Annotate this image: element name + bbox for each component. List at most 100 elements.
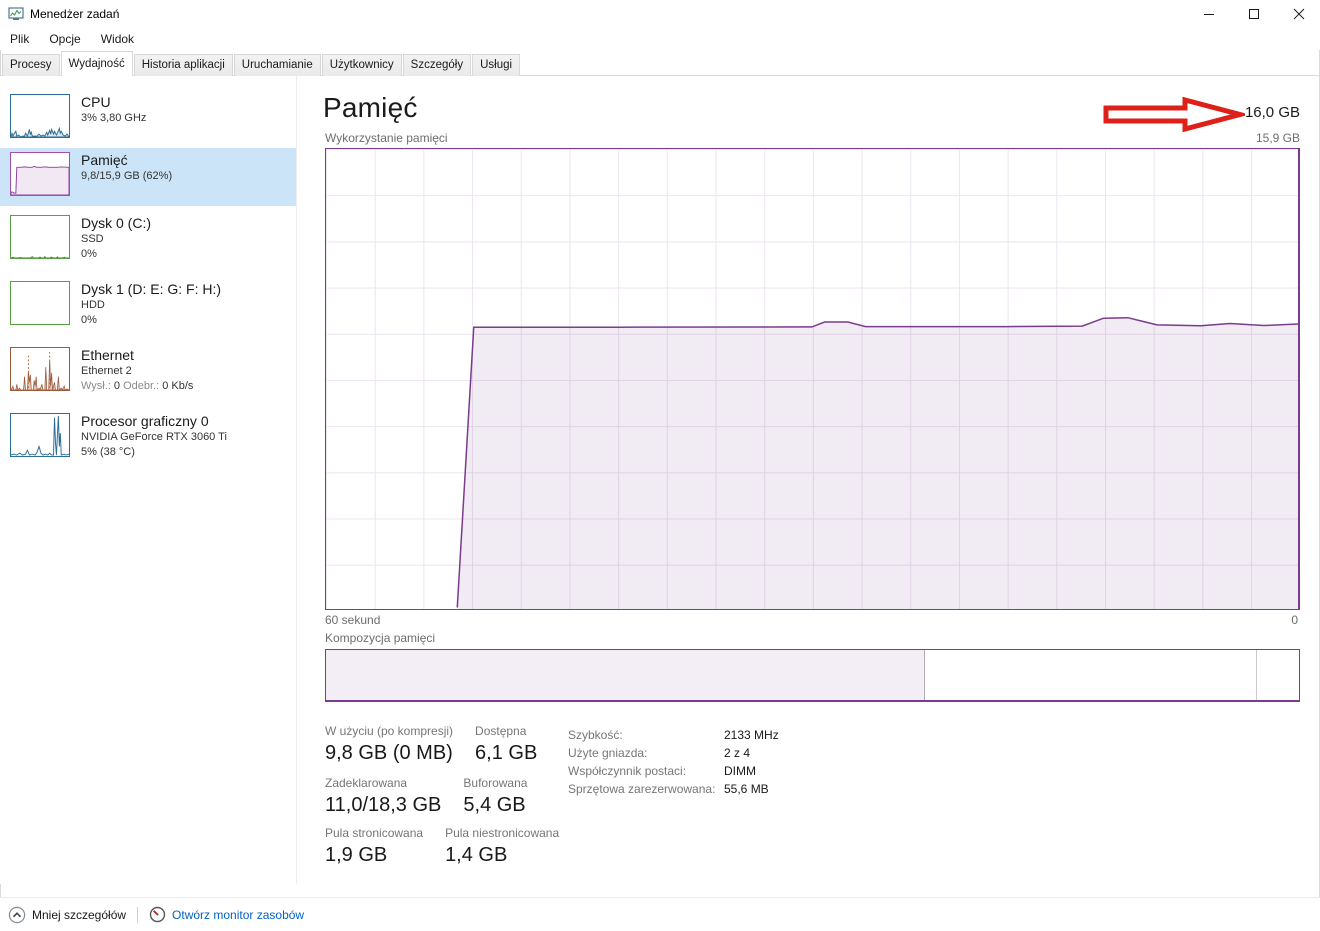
x-axis-left-label: 60 sekund — [325, 613, 381, 627]
sidebar-item-disk1[interactable]: Dysk 1 (D: E: G: F: H:) HDD 0% — [0, 277, 296, 337]
cpu-mini-chart — [10, 94, 70, 138]
memory-stats-row: W użyciu (po kompresji) 9,8 GB (0 MB) Do… — [325, 724, 537, 766]
less-details-button[interactable]: Mniej szczegółów — [8, 906, 126, 924]
maximize-icon — [1249, 9, 1259, 19]
stat-paged-pool-value: 1,9 GB — [325, 844, 388, 866]
disk0-mini-chart — [10, 215, 70, 259]
menu-plik[interactable]: Plik — [10, 32, 30, 46]
menu-widok[interactable]: Widok — [100, 32, 135, 46]
info-slots-value: 2 z 4 — [724, 746, 751, 760]
open-resource-monitor-label[interactable]: Otwórz monitor zasobów — [172, 907, 305, 922]
sidebar-memory-title: Pamięć — [81, 152, 128, 168]
red-arrow-annotation — [1103, 96, 1245, 133]
memory-usage-chart — [325, 148, 1300, 610]
tab-procesy[interactable]: Procesy — [2, 54, 60, 76]
sidebar-cpu-title: CPU — [81, 94, 111, 110]
sidebar-disk0-title: Dysk 0 (C:) — [81, 215, 151, 231]
chevron-up-circle-icon — [8, 906, 26, 923]
sidebar-gpu-stats: 5% (38 °C) — [81, 446, 135, 458]
open-resource-monitor-button[interactable]: Otwórz monitor zasobów — [149, 906, 304, 923]
minimize-button[interactable] — [1194, 0, 1224, 28]
sidebar-item-disk0[interactable]: Dysk 0 (C:) SSD 0% — [0, 211, 296, 271]
tab-uslugi[interactable]: Usługi — [472, 54, 521, 76]
x-axis-right-label: 0 — [1291, 613, 1298, 627]
stat-cached-value: 5,4 GB — [463, 794, 526, 816]
maximize-button[interactable] — [1239, 0, 1269, 28]
close-button[interactable] — [1284, 0, 1314, 28]
memory-usage-area — [456, 316, 1298, 609]
close-icon — [1293, 8, 1305, 20]
footer-divider — [137, 906, 139, 923]
tab-historia-aplikacji[interactable]: Historia aplikacji — [133, 54, 233, 76]
memory-stats-row: Pula stronicowana 1,9 GB Pula niestronic… — [325, 826, 559, 868]
ethernet-mini-chart — [10, 347, 70, 391]
chart-max-label: 15,9 GB — [1255, 131, 1300, 145]
sidebar-disk1-type: HDD — [81, 299, 105, 311]
sidebar-cpu-stats: 3% 3,80 GHz — [81, 112, 147, 124]
tab-uzytkownicy[interactable]: Użytkownicy — [321, 54, 402, 76]
info-speed-label: Szybkość: — [568, 728, 623, 742]
window-title: Menedżer zadań — [30, 7, 120, 21]
composition-segment-in-use — [326, 650, 926, 700]
info-hw-reserved-label: Sprzętowa zarezerwowana: — [568, 782, 716, 796]
sidebar-disk0-usage: 0% — [81, 248, 97, 260]
sidebar-disk0-type: SSD — [81, 233, 104, 245]
menu-bar: Plik Opcje Widok — [0, 28, 1320, 50]
composition-segment-standby — [925, 650, 1258, 700]
sidebar-memory-stats: 9,8/15,9 GB (62%) — [81, 170, 173, 182]
gpu-mini-chart — [10, 413, 70, 457]
task-manager-app-icon — [8, 7, 24, 20]
stat-nonpaged-pool-value: 1,4 GB — [445, 844, 508, 866]
composition-segment-free — [1257, 650, 1299, 700]
info-slots-label: Użyte gniazda: — [568, 746, 648, 760]
sidebar-disk1-title: Dysk 1 (D: E: G: F: H:) — [81, 281, 222, 297]
footer-bar: Mniej szczegółów Otwórz monitor zasobów — [0, 897, 1320, 931]
ethernet-recv-label: Odebr.: — [123, 380, 160, 392]
title-bar: Menedżer zadań — [0, 0, 1320, 28]
tab-szczegoly[interactable]: Szczegóły — [402, 54, 472, 76]
menu-opcje[interactable]: Opcje — [49, 32, 81, 46]
sidebar-item-cpu[interactable]: CPU 3% 3,80 GHz — [0, 90, 296, 150]
performance-sidebar: CPU 3% 3,80 GHz Pamięć 9,8/15,9 GB (62%) — [0, 76, 297, 884]
tab-uruchamianie[interactable]: Uruchamianie — [233, 54, 321, 76]
stat-in-use-value: 9,8 GB (0 MB) — [325, 742, 453, 764]
minimize-icon — [1204, 14, 1214, 15]
memory-composition-bar — [325, 649, 1300, 702]
stat-cached-label: Buforowana — [463, 776, 528, 790]
stat-committed-label: Zadeklarowana — [325, 776, 408, 790]
stat-nonpaged-pool-label: Pula niestronicowana — [445, 826, 560, 840]
sidebar-gpu-name: NVIDIA GeForce RTX 3060 Ti — [81, 431, 227, 443]
memory-usage-caption: Wykorzystanie pamięci — [325, 131, 448, 145]
info-form-factor-value: DIMM — [724, 764, 756, 778]
sidebar-ethernet-title: Ethernet — [81, 347, 134, 363]
info-hw-reserved-value: 55,6 MB — [724, 782, 769, 796]
memory-stats-row: Zadeklarowana 11,0/18,3 GB Buforowana 5,… — [325, 776, 527, 818]
page-title: Pamięć — [323, 92, 418, 123]
memory-hardware-info: Szybkość: 2133 MHz Użyte gniazda: 2 z 4 … — [568, 726, 779, 798]
ethernet-sent-label: Wysł.: — [81, 380, 111, 392]
ethernet-sent-value: 0 — [113, 380, 121, 392]
info-form-factor-label: Współczynnik postaci: — [568, 764, 687, 778]
tab-strip: Procesy Wydajność Historia aplikacji Uru… — [0, 50, 1320, 76]
sidebar-ethernet-throughput: Wysł.: 0 Odebr.: 0 Kb/s — [81, 379, 193, 394]
resource-monitor-gauge-icon — [149, 906, 166, 923]
disk1-mini-chart — [10, 281, 70, 325]
stat-available-label: Dostępna — [475, 724, 527, 738]
stat-in-use-label: W użyciu (po kompresji) — [325, 724, 454, 738]
info-speed-value: 2133 MHz — [724, 728, 779, 742]
stat-available-value: 6,1 GB — [475, 742, 538, 764]
tab-strip-underline — [0, 75, 1320, 76]
memory-mini-chart — [10, 152, 70, 196]
sidebar-gpu-title: Procesor graficzny 0 — [81, 413, 209, 429]
sidebar-ethernet-name: Ethernet 2 — [81, 365, 132, 377]
stat-committed-value: 11,0/18,3 GB — [325, 794, 442, 816]
sidebar-item-memory[interactable]: Pamięć 9,8/15,9 GB (62%) — [0, 148, 296, 206]
ethernet-recv-value: 0 Kb/s — [162, 380, 194, 392]
sidebar-item-ethernet[interactable]: Ethernet Ethernet 2 Wysł.: 0 Odebr.: 0 K… — [0, 343, 296, 403]
less-details-label: Mniej szczegółów — [32, 907, 127, 922]
sidebar-disk1-usage: 0% — [81, 314, 97, 326]
tab-wydajnosc[interactable]: Wydajność — [60, 51, 133, 76]
sidebar-item-gpu[interactable]: Procesor graficzny 0 NVIDIA GeForce RTX … — [0, 409, 296, 469]
stat-paged-pool-label: Pula stronicowana — [325, 826, 424, 840]
